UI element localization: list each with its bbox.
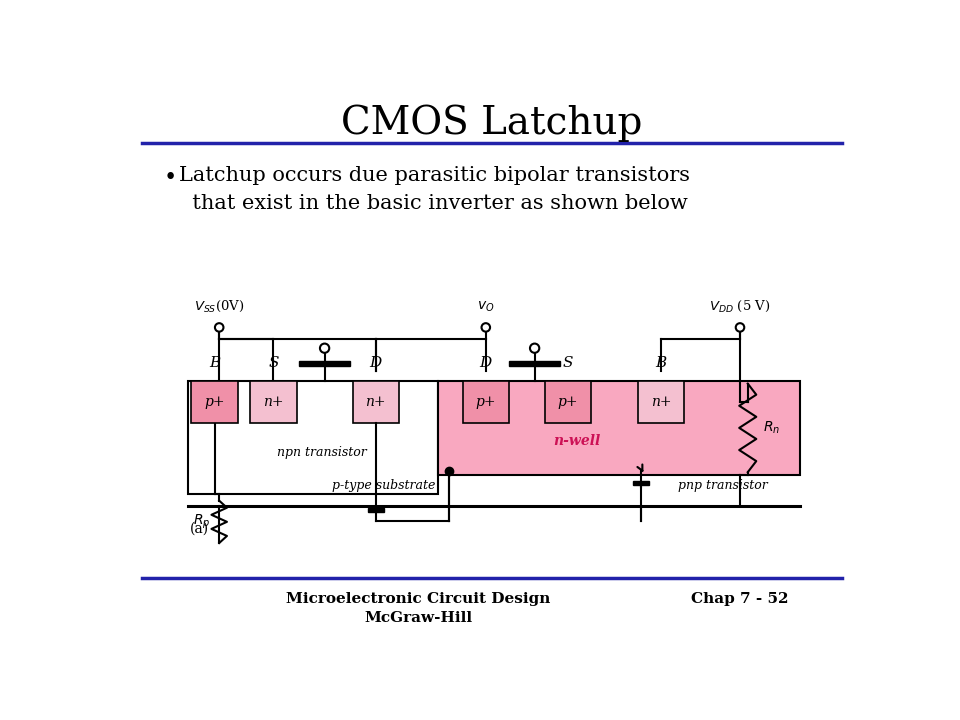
- Bar: [509, 361, 561, 366]
- Text: B: B: [209, 356, 220, 370]
- Text: D: D: [370, 356, 382, 370]
- Circle shape: [320, 343, 329, 353]
- Text: n-well: n-well: [554, 433, 601, 448]
- Bar: [188, 381, 438, 495]
- Text: D: D: [480, 356, 492, 370]
- Text: S: S: [268, 356, 278, 370]
- Bar: [633, 482, 649, 485]
- Text: B: B: [656, 356, 666, 370]
- Text: $V_{DD}$ (5 V): $V_{DD}$ (5 V): [709, 298, 771, 313]
- Circle shape: [215, 323, 224, 332]
- Text: Chap 7 - 52: Chap 7 - 52: [691, 592, 789, 606]
- Text: n+: n+: [651, 395, 671, 409]
- Text: CMOS Latchup: CMOS Latchup: [342, 104, 642, 142]
- Text: p+: p+: [475, 395, 496, 409]
- Text: npn transistor: npn transistor: [276, 446, 367, 459]
- Bar: [251, 381, 297, 423]
- Bar: [191, 381, 238, 423]
- Bar: [352, 381, 399, 423]
- Text: $R_p$: $R_p$: [194, 513, 211, 531]
- Text: Microelectronic Circuit Design
McGraw-Hill: Microelectronic Circuit Design McGraw-Hi…: [286, 592, 551, 625]
- Text: $R_n$: $R_n$: [763, 420, 780, 436]
- Text: p+: p+: [204, 395, 225, 409]
- Text: n+: n+: [366, 395, 386, 409]
- Text: $v_O$: $v_O$: [477, 299, 494, 313]
- Text: Latchup occurs due parasitic bipolar transistors
  that exist in the basic inver: Latchup occurs due parasitic bipolar tra…: [179, 166, 690, 212]
- Text: pnp transistor: pnp transistor: [678, 479, 768, 492]
- Bar: [368, 508, 383, 512]
- Circle shape: [735, 323, 744, 332]
- Bar: [438, 381, 800, 475]
- Bar: [463, 381, 509, 423]
- Bar: [637, 381, 684, 423]
- Text: (a): (a): [190, 521, 209, 536]
- Text: •: •: [163, 167, 177, 189]
- Bar: [544, 381, 591, 423]
- Text: $V_{SS}$(0V): $V_{SS}$(0V): [194, 298, 245, 313]
- Circle shape: [530, 343, 540, 353]
- Bar: [299, 361, 350, 366]
- Text: n+: n+: [263, 395, 284, 409]
- Text: p+: p+: [558, 395, 578, 409]
- Text: S: S: [563, 356, 573, 370]
- Text: p-type substrate: p-type substrate: [332, 479, 435, 492]
- Circle shape: [482, 323, 490, 332]
